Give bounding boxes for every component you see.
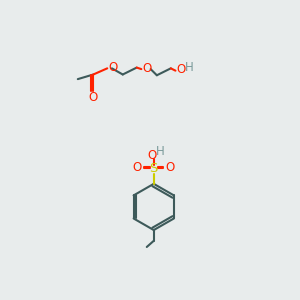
Text: O: O: [165, 161, 175, 174]
Text: O: O: [88, 91, 97, 104]
Text: O: O: [176, 63, 185, 76]
Text: H: H: [156, 145, 164, 158]
Text: S: S: [150, 162, 158, 175]
Text: O: O: [109, 61, 118, 74]
Text: O: O: [133, 161, 142, 174]
Text: H: H: [185, 61, 194, 74]
Text: O: O: [148, 149, 157, 162]
Text: O: O: [142, 62, 152, 75]
